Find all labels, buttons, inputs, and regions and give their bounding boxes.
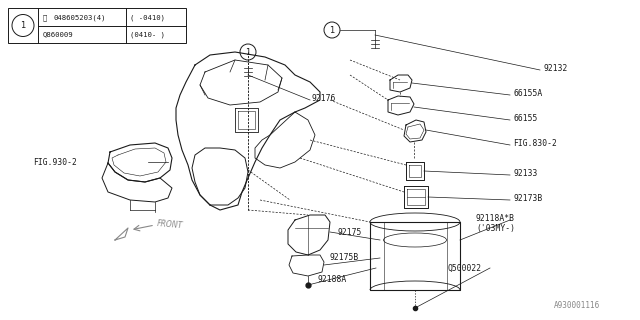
Text: 1: 1 bbox=[330, 26, 335, 35]
Text: FIG.930-2: FIG.930-2 bbox=[33, 157, 77, 166]
Text: ( -0410): ( -0410) bbox=[130, 14, 165, 21]
Text: 1: 1 bbox=[20, 21, 26, 30]
Text: 048605203(4): 048605203(4) bbox=[54, 14, 106, 21]
Text: 66155A: 66155A bbox=[513, 89, 542, 98]
Text: 92133: 92133 bbox=[513, 169, 538, 178]
Text: 66155: 66155 bbox=[513, 114, 538, 123]
Text: Q500022: Q500022 bbox=[448, 263, 482, 273]
Text: FRONT: FRONT bbox=[157, 220, 184, 231]
Text: Q860009: Q860009 bbox=[43, 31, 74, 37]
Text: 92132: 92132 bbox=[543, 63, 568, 73]
Text: ('03MY-): ('03MY-) bbox=[476, 223, 515, 233]
Text: 92175: 92175 bbox=[338, 228, 362, 236]
Text: FIG.830-2: FIG.830-2 bbox=[513, 139, 557, 148]
Bar bbox=[8, 8, 186, 43]
Text: Ⓢ: Ⓢ bbox=[43, 14, 47, 21]
Text: 92176: 92176 bbox=[312, 93, 337, 102]
Text: 92118A*B: 92118A*B bbox=[476, 213, 515, 222]
Text: 92188A: 92188A bbox=[318, 276, 348, 284]
Text: 92175B: 92175B bbox=[330, 253, 359, 262]
Text: A930001116: A930001116 bbox=[554, 301, 600, 310]
Text: 92173B: 92173B bbox=[513, 194, 542, 203]
Text: 1: 1 bbox=[245, 47, 251, 57]
Text: (0410- ): (0410- ) bbox=[130, 31, 165, 37]
